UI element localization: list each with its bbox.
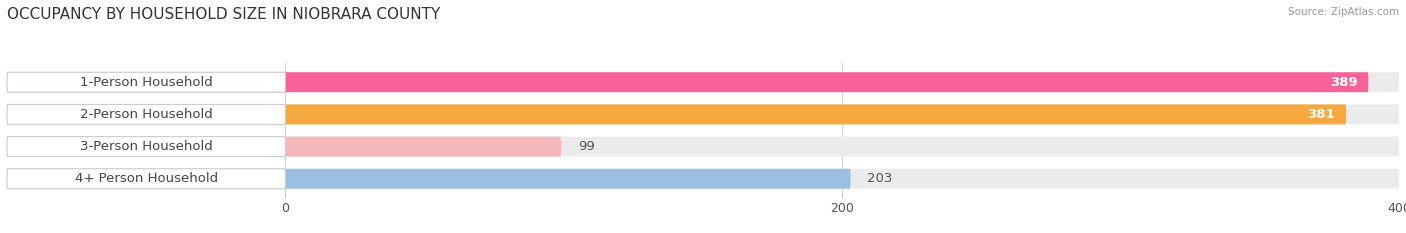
Text: 203: 203 [868, 172, 893, 185]
Text: 2-Person Household: 2-Person Household [80, 108, 212, 121]
Text: 99: 99 [578, 140, 595, 153]
FancyBboxPatch shape [7, 104, 1399, 124]
FancyBboxPatch shape [7, 169, 285, 189]
Text: 1-Person Household: 1-Person Household [80, 76, 212, 89]
FancyBboxPatch shape [7, 137, 1399, 157]
Text: 4+ Person Household: 4+ Person Household [75, 172, 218, 185]
Text: 3-Person Household: 3-Person Household [80, 140, 212, 153]
FancyBboxPatch shape [7, 169, 851, 189]
Text: 389: 389 [1330, 76, 1357, 89]
FancyBboxPatch shape [7, 137, 561, 157]
FancyBboxPatch shape [7, 72, 1368, 92]
FancyBboxPatch shape [7, 72, 1399, 92]
FancyBboxPatch shape [7, 137, 285, 157]
Text: OCCUPANCY BY HOUSEHOLD SIZE IN NIOBRARA COUNTY: OCCUPANCY BY HOUSEHOLD SIZE IN NIOBRARA … [7, 7, 440, 22]
FancyBboxPatch shape [7, 104, 285, 124]
FancyBboxPatch shape [7, 72, 285, 92]
FancyBboxPatch shape [7, 104, 1346, 124]
Text: Source: ZipAtlas.com: Source: ZipAtlas.com [1288, 7, 1399, 17]
FancyBboxPatch shape [7, 169, 1399, 189]
Text: 381: 381 [1308, 108, 1334, 121]
